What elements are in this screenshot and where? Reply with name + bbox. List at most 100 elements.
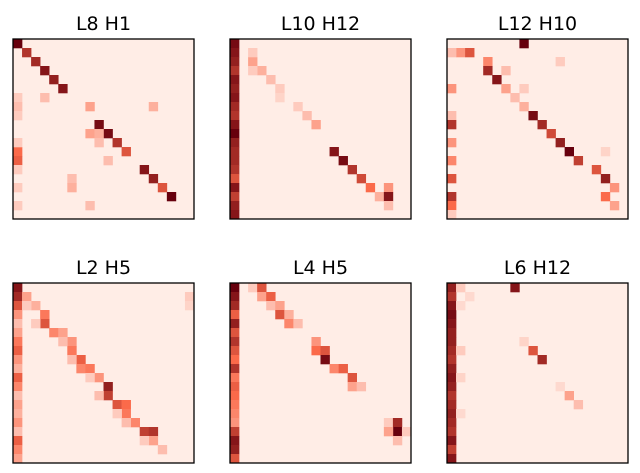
heatmap-cell <box>320 355 330 365</box>
heatmap-cell <box>284 310 294 320</box>
heatmap-cell <box>94 138 104 148</box>
heatmap-cell <box>365 183 376 193</box>
heatmap-cell <box>230 174 240 184</box>
heatmap-cell <box>13 39 23 49</box>
heatmap-cell <box>13 183 23 193</box>
heatmap-cell <box>248 283 258 293</box>
heatmap-cell <box>519 337 529 347</box>
heatmap-cell <box>609 201 620 211</box>
heatmap-cell <box>230 102 240 112</box>
heatmap-cell <box>248 48 258 58</box>
heatmap-cell <box>85 373 95 383</box>
heatmap-cell <box>148 427 159 437</box>
heatmap-cell <box>392 418 403 428</box>
heatmap-cell <box>139 165 150 175</box>
heatmap-cell <box>230 454 240 464</box>
heatmap-cell <box>447 436 457 446</box>
heatmap-cell <box>555 382 565 392</box>
heatmap-cell <box>564 147 574 157</box>
heatmap-cell <box>13 436 23 446</box>
heatmap-cell <box>383 183 394 193</box>
heatmap-cell <box>356 174 367 184</box>
heatmap-cell <box>284 319 294 329</box>
heatmap-cell <box>230 337 240 347</box>
heatmap-cell <box>67 183 77 193</box>
heatmap-cell <box>67 174 77 184</box>
heatmap-cell <box>13 328 23 338</box>
heatmap-cell <box>447 364 457 374</box>
heatmap-cell <box>13 319 23 329</box>
heatmap-frame <box>12 38 195 220</box>
heatmap-cell <box>347 373 357 383</box>
heatmap-cell <box>573 156 584 166</box>
heatmap-cell <box>67 346 77 356</box>
heatmap-frame <box>446 38 629 220</box>
heatmap-cell <box>13 156 23 166</box>
heatmap-cell <box>447 283 457 293</box>
heatmap-cell <box>483 66 493 76</box>
heatmap-cell <box>112 409 122 419</box>
heatmap-cell <box>257 283 267 293</box>
heatmap-cell <box>13 138 23 148</box>
heatmap-cell <box>275 93 285 103</box>
heatmap-cell <box>103 391 113 401</box>
heatmap-cell <box>447 84 457 94</box>
heatmap-cell <box>311 346 321 356</box>
heatmap-cell <box>383 418 394 428</box>
heatmap-cell <box>230 84 240 94</box>
heatmap-cell <box>447 111 457 121</box>
heatmap-cell <box>13 346 23 356</box>
heatmap-cell <box>230 156 240 166</box>
heatmap-cell <box>13 201 23 211</box>
heatmap-cell <box>501 66 511 76</box>
heatmap-panel: L10 H12 <box>229 13 412 220</box>
heatmap-cell <box>447 210 457 220</box>
panel-title: L2 H5 <box>76 257 131 279</box>
heatmap-cell <box>392 436 403 446</box>
heatmap-cell <box>230 165 240 175</box>
heatmap-cell <box>230 310 240 320</box>
panel-title: L6 H12 <box>504 257 571 279</box>
heatmap-cell <box>302 111 312 121</box>
heatmap-cell <box>519 39 529 49</box>
heatmap-cell <box>456 283 466 293</box>
heatmap-cell <box>31 301 41 311</box>
heatmap-cell <box>148 436 159 446</box>
heatmap-cell <box>13 111 23 121</box>
heatmap-cell <box>13 391 23 401</box>
heatmap-cell <box>121 147 131 157</box>
heatmap-cell <box>13 373 23 383</box>
heatmap-cell <box>555 57 565 67</box>
heatmap-cell <box>13 418 23 428</box>
heatmap-panel: L8 H1 <box>12 13 195 220</box>
heatmap-cell <box>13 409 23 419</box>
heatmap-cell <box>184 292 195 302</box>
heatmap-cell <box>230 346 240 356</box>
heatmap-cell <box>609 183 620 193</box>
panel-title: L12 H10 <box>498 13 577 35</box>
heatmap-cell <box>230 301 240 311</box>
heatmap-cell <box>293 319 303 329</box>
heatmap-cell <box>447 400 457 410</box>
heatmap-cell <box>600 147 611 157</box>
heatmap-cell <box>148 102 159 112</box>
heatmap-cell <box>230 427 240 437</box>
heatmap-cell <box>121 418 131 428</box>
heatmap-cell <box>492 75 502 85</box>
heatmap-cell <box>447 418 457 428</box>
panel-title: L4 H5 <box>293 257 348 279</box>
heatmap-background <box>447 283 628 463</box>
heatmap-cell <box>67 355 77 365</box>
heatmap-cell <box>537 120 547 130</box>
heatmap-cell <box>338 364 348 374</box>
heatmap-cell <box>230 57 240 67</box>
heatmap-cell <box>40 93 50 103</box>
heatmap-cell <box>13 427 23 437</box>
heatmap-cell <box>94 373 104 383</box>
heatmap-cell <box>320 346 330 356</box>
heatmap-cell <box>230 400 240 410</box>
heatmap-cell <box>447 391 457 401</box>
heatmap-cell <box>230 373 240 383</box>
heatmap-cell <box>13 165 23 175</box>
heatmap-cell <box>311 337 321 347</box>
